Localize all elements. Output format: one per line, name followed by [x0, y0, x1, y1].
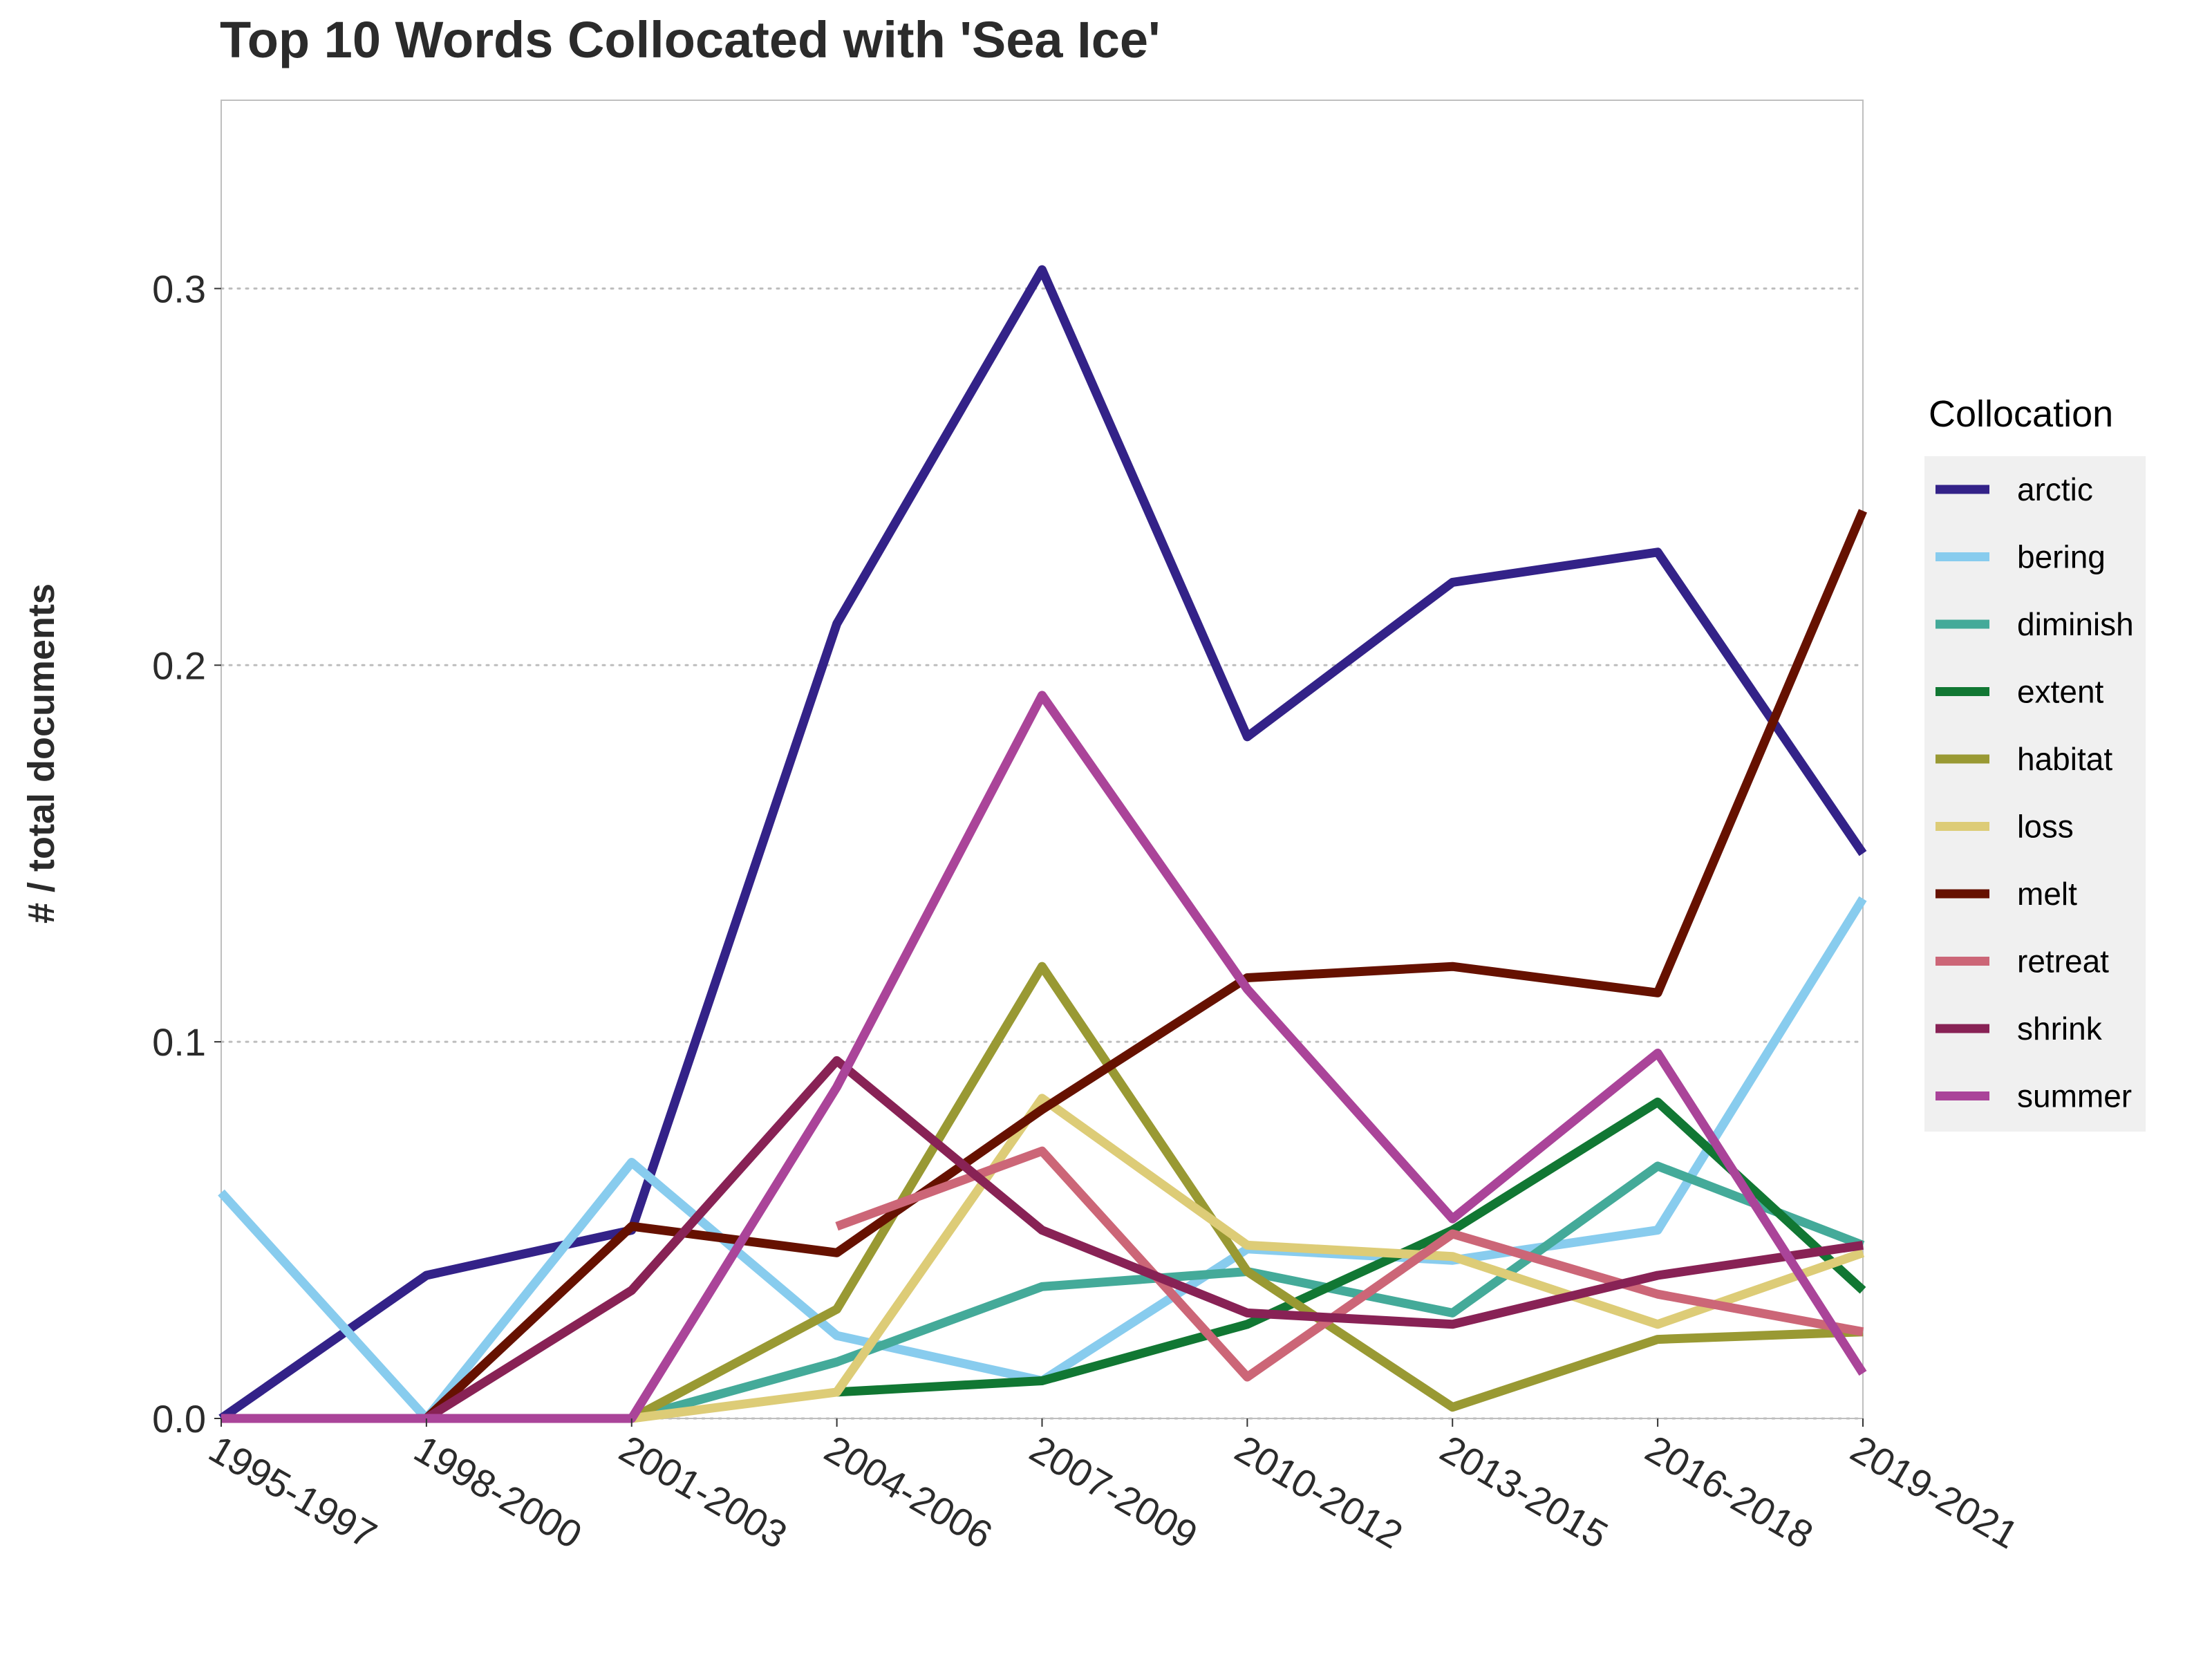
plot-area: 0.0 0.1 0.2 0.3 1995-1997 1998-2000 2001-2003…: [152, 100, 2025, 1557]
y-tick-label: 0.1: [152, 1020, 206, 1064]
series-line-shrink: [424, 1056, 1864, 1423]
x-tick-label: 2010-2012: [1228, 1427, 1409, 1557]
legend-label-summer: summer: [2017, 1078, 2132, 1114]
legend-label-diminish: diminish: [2017, 606, 2134, 642]
legend-label-bering: bering: [2017, 539, 2106, 575]
chart-title: Top 10 Words Collocated with 'Sea Ice': [220, 11, 1161, 68]
x-tick-label: 2016-2018: [1638, 1427, 1820, 1557]
y-tick-label: 0.3: [152, 267, 206, 310]
legend-label-arctic: arctic: [2017, 471, 2093, 507]
legend-items: arctic bering diminish extent habitat loss mel…: [1936, 471, 2134, 1114]
legend-label-habitat: habitat: [2017, 741, 2112, 777]
legend-key-box: [1924, 456, 2146, 1132]
series-line-summer: [221, 691, 1867, 1423]
legend-title: Collocation: [1929, 393, 2113, 435]
series-line-retreat: [835, 1146, 1864, 1382]
legend-label-retreat: retreat: [2017, 944, 2109, 980]
series-line-extent: [836, 1097, 1866, 1397]
series-line-loss: [630, 1094, 1865, 1423]
x-tick-label: 2001-2003: [612, 1427, 794, 1557]
x-tick-label: 2004-2006: [818, 1427, 1000, 1557]
series-line-melt: [423, 509, 1867, 1422]
series-lines: [218, 265, 1867, 1423]
plot-panel: [221, 100, 1864, 1419]
x-tick-label: 1995-1997: [202, 1427, 384, 1557]
y-tick-label: 0.2: [152, 644, 206, 687]
y-axis: 0.0 0.1 0.2 0.3: [152, 267, 221, 1441]
x-tick-label: 2019-2021: [1844, 1427, 2025, 1557]
series-line-arctic: [218, 265, 1867, 1423]
legend-label-loss: loss: [2017, 809, 2074, 845]
y-axis-label: # / total documents: [21, 583, 62, 924]
x-tick-label: 1998-2000: [407, 1427, 589, 1557]
x-axis: 1995-1997 1998-2000 2001-2003 2004-2006 2007…: [202, 1418, 2025, 1557]
x-tick-label: 2013-2015: [1433, 1427, 1615, 1557]
legend-label-shrink: shrink: [2017, 1011, 2103, 1047]
y-tick-label: 0.0: [152, 1397, 206, 1441]
legend: Collocation arctic bering diminish extent ha…: [1924, 393, 2146, 1132]
legend-label-melt: melt: [2017, 876, 2077, 912]
x-tick-label: 2007-2009: [1023, 1427, 1205, 1557]
series-line-habitat: [629, 962, 1864, 1423]
legend-label-extent: extent: [2017, 674, 2104, 710]
